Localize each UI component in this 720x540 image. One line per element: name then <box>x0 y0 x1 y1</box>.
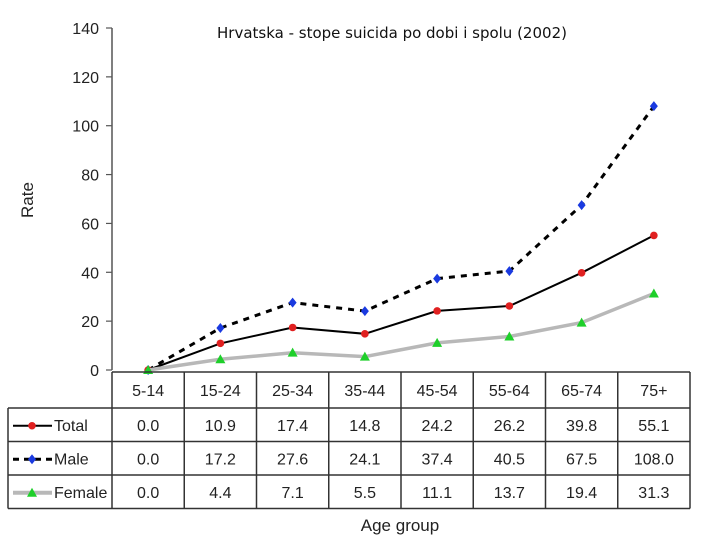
data-point-female <box>576 317 587 327</box>
data-label: 26.2 <box>494 418 525 435</box>
x-tick-label: 65-74 <box>561 383 602 400</box>
y-tick-label: 100 <box>72 119 99 136</box>
chart-title: Hrvatska - stope suicida po dobi i spolu… <box>217 24 567 42</box>
x-axis-label: Age group <box>361 516 439 535</box>
series-lines <box>143 101 659 375</box>
data-point-total <box>505 302 514 310</box>
data-label: 108.0 <box>634 451 674 468</box>
data-label: 19.4 <box>566 485 597 502</box>
data-point-female <box>215 354 226 364</box>
data-point-total <box>288 323 297 332</box>
y-tick-label: 20 <box>81 314 99 331</box>
data-label: 37.4 <box>422 451 453 468</box>
data-point-male <box>505 266 514 277</box>
data-label: 0.0 <box>137 451 159 468</box>
y-tick-label: 0 <box>90 363 99 380</box>
data-label: 24.2 <box>422 418 453 435</box>
data-point-total <box>433 307 441 315</box>
data-label: 0.0 <box>137 418 159 435</box>
legend-marker-male <box>28 454 36 465</box>
data-point-female <box>648 288 659 298</box>
data-point-total <box>361 330 369 338</box>
data-point-female <box>504 331 515 341</box>
series-line-total <box>147 234 655 371</box>
y-tick-label: 140 <box>72 21 99 38</box>
legend-marker-female <box>27 487 37 497</box>
data-label: 14.8 <box>349 418 380 435</box>
data-label: 10.9 <box>205 418 236 435</box>
legend-label: Total <box>54 418 88 435</box>
data-point-female <box>359 351 370 361</box>
x-tick-label: 15-24 <box>200 383 241 400</box>
x-tick-label: 25-34 <box>272 383 313 400</box>
data-point-total <box>650 231 658 240</box>
x-tick-label: 75+ <box>640 383 667 400</box>
y-tick-label: 120 <box>72 70 99 87</box>
y-axis-label: Rate <box>18 182 37 218</box>
x-tick-label: 55-64 <box>489 383 530 400</box>
data-point-female <box>432 337 443 347</box>
series-line-male <box>147 105 656 372</box>
data-label: 67.5 <box>566 451 597 468</box>
x-tick-label: 45-54 <box>417 383 458 400</box>
data-table: 5-14 15-24 25-34 35-44 45-54 55-64 65-74 75+ Tot… <box>7 371 691 510</box>
data-label: 17.4 <box>277 418 308 435</box>
y-tick-label: 80 <box>81 168 99 185</box>
data-point-male <box>433 273 442 284</box>
data-point-male <box>649 101 658 112</box>
data-label: 27.6 <box>277 451 308 468</box>
legend-marker-total <box>28 421 36 430</box>
data-label: 13.7 <box>494 485 525 502</box>
data-point-female <box>287 347 298 357</box>
y-tick-label: 40 <box>81 265 99 282</box>
data-label: 39.8 <box>566 418 597 435</box>
data-point-total <box>577 268 586 277</box>
y-tick-label: 60 <box>81 216 99 233</box>
data-label: 24.1 <box>349 451 380 468</box>
data-point-male <box>216 322 225 333</box>
data-label: 7.1 <box>282 485 304 502</box>
legend-label: Female <box>54 485 107 502</box>
data-label: 17.2 <box>205 451 236 468</box>
data-label: 55.1 <box>638 418 669 435</box>
data-point-male <box>288 297 297 308</box>
data-label: 0.0 <box>137 485 159 502</box>
data-label: 5.5 <box>354 485 376 502</box>
data-label: 40.5 <box>494 451 525 468</box>
legend-label: Male <box>54 451 89 468</box>
data-point-male <box>360 306 369 317</box>
x-tick-label: 35-44 <box>344 383 385 400</box>
data-label: 31.3 <box>638 485 669 502</box>
x-tick-label: 5-14 <box>132 383 164 400</box>
data-point-total <box>216 339 225 348</box>
data-label: 11.1 <box>422 485 452 502</box>
data-point-male <box>577 200 586 211</box>
axes: 0 20 40 60 80 100 120 140 <box>72 21 113 380</box>
data-label: 4.4 <box>209 485 231 502</box>
series-line-female <box>147 291 655 372</box>
